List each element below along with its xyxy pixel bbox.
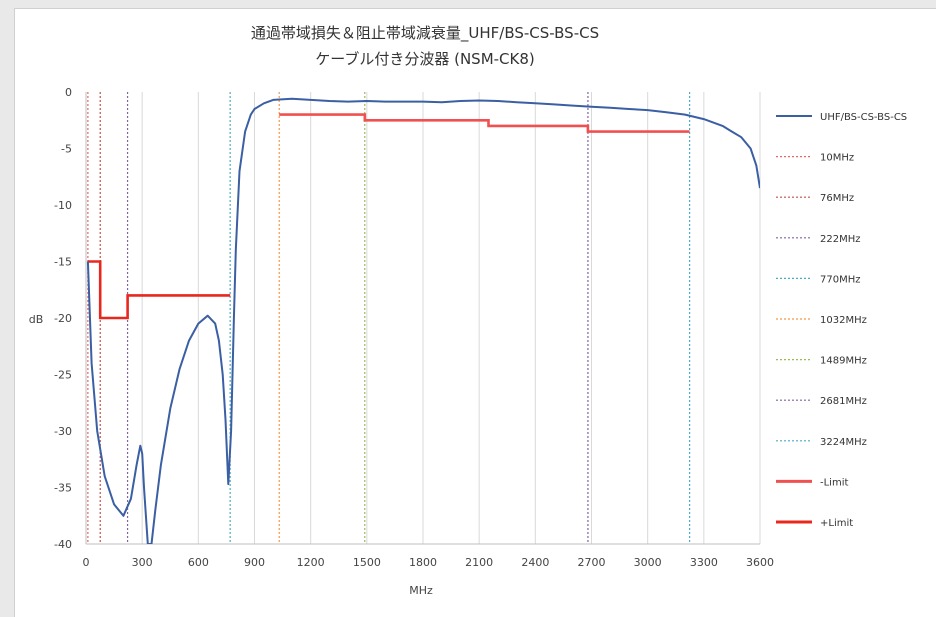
y-tick-label: -35 [54,482,72,495]
x-tick-label: 900 [244,556,265,569]
y-tick-label: -25 [54,369,72,382]
x-tick-label: 300 [132,556,153,569]
x-axis-label: MHz [409,584,433,597]
y-tick-label: -5 [61,143,72,156]
legend-label: -Limit [820,477,848,488]
y-tick-label: -20 [54,312,72,325]
x-tick-label: 3600 [746,556,774,569]
x-tick-label: 2400 [521,556,549,569]
y-tick-label: 0 [65,86,72,99]
y-tick-label: -10 [54,199,72,212]
legend-label: 1489MHz [820,356,867,367]
x-tick-label: 1800 [409,556,437,569]
chart-subtitle: ケーブル付き分波器 (NSM-CK8) [315,50,535,68]
y-tick-label: -40 [54,538,72,551]
x-tick-label: 3000 [634,556,662,569]
legend-label: UHF/BS-CS-BS-CS [820,112,907,123]
legend-label: 76MHz [820,193,854,204]
x-tick-label: 600 [188,556,209,569]
legend-label: 2681MHz [820,396,867,407]
legend-label: 1032MHz [820,315,867,326]
legend-label: +Limit [820,518,853,529]
legend: UHF/BS-CS-BS-CS 10MHz 76MHz 222MHz 770MHz 103… [776,112,907,529]
x-tick-label: 2100 [465,556,493,569]
series-group [86,92,760,544]
legend-label: 222MHz [820,234,860,245]
x-tick-label: 2700 [578,556,606,569]
legend-label: 770MHz [820,274,860,285]
x-tick-label: 0 [83,556,90,569]
y-axis-label: dB [29,313,44,326]
response-curve-line [86,97,760,544]
limit-line-plus [87,260,231,320]
limit-line-minus [279,113,690,133]
x-tick-label: 1500 [353,556,381,569]
plot-area: 0 300 600 900 1200 1500 1800 2100 2400 2700 3000 33… [54,86,774,569]
chart-title: 通過帯域損失＆阻止帯域減衰量_UHF/BS-CS-BS-CS [251,24,599,43]
y-tick-label: -30 [54,425,72,438]
chart-panel [14,8,936,617]
legend-label: 10MHz [820,153,854,164]
x-tick-label: 3300 [690,556,718,569]
legend-label: 3224MHz [820,437,867,448]
x-tick-label: 1200 [297,556,325,569]
y-tick-label: -15 [54,256,72,269]
